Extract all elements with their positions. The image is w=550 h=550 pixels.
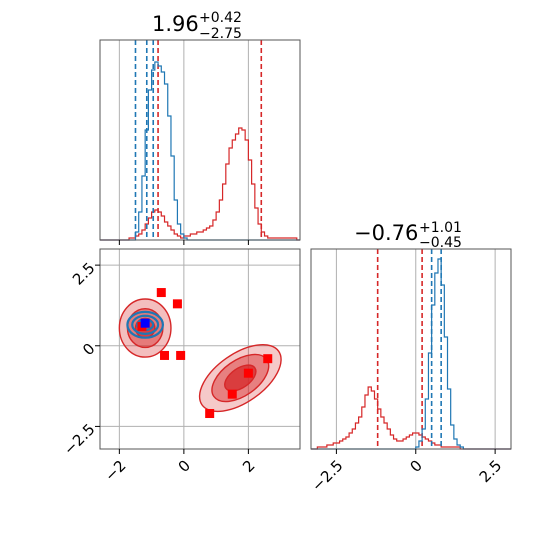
hist-y-xtick-label-2: 2.5 [476,457,506,487]
histogram-x-panel [99,39,301,245]
hist-x-series-blue [100,61,300,241]
title-y-value: −0.76 [354,221,418,245]
scatter-xtick-label-1: 0 [175,457,194,476]
scatter-ytick-label-0: −2.5 [60,420,98,458]
title-x: 1.96 +0.42 −2.75 [152,10,242,42]
truth-marker [140,318,150,328]
scatter-plot-area [100,249,300,449]
hist-x-frame [99,39,301,241]
title-x-plus: +0.42 [199,10,242,26]
marker-8 [205,409,215,419]
contour-2-level-0 [126,310,165,339]
marker-1 [172,299,182,309]
contour-2-level-1 [131,314,160,335]
scatter-xtick-label-0: −2 [101,457,129,485]
scatter-ytick-label-1: 0 [79,340,98,359]
hist-y-frame [310,248,512,450]
title-y-plus: +1.01 [419,220,462,236]
marker-5 [263,354,273,364]
scatter-panel: −2 0 2 −2.5 0 2.5 [60,248,301,485]
title-y-minus: −0.45 [419,235,462,251]
scatter-ytick-label-2: 2.5 [69,259,99,289]
hist-y-series-red [311,386,511,450]
title-x-minus: −2.75 [199,26,242,42]
scatter-xtick-label-2: 2 [239,457,258,476]
hist-y-series-blue [311,258,511,450]
marker-3 [176,350,186,360]
hist-y-xtick-label-1: 0 [407,457,426,476]
title-y: −0.76 +1.01 −0.45 [354,220,462,251]
marker-7 [227,389,237,399]
marker-0 [156,288,166,298]
hist-y-xtick-label-0: −2.5 [308,457,346,495]
marker-2 [160,350,170,360]
histogram-y-panel: −2.5 0 2.5 [308,248,512,495]
marker-6 [243,368,253,378]
scatter-frame [99,248,301,450]
title-x-value: 1.96 [152,12,199,36]
hist-x-series-red [100,127,300,241]
